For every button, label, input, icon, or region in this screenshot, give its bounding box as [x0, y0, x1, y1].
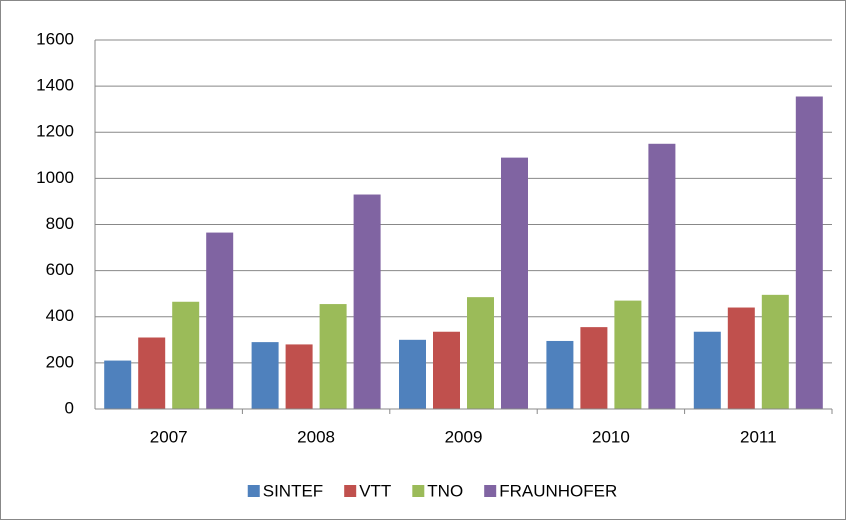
bar	[795, 96, 823, 410]
legend-swatch	[247, 485, 260, 497]
bar	[285, 344, 313, 409]
y-tick-label: 600	[46, 260, 74, 279]
bar	[353, 194, 381, 409]
bar	[399, 339, 426, 409]
bar	[138, 337, 166, 409]
bar	[501, 157, 528, 409]
bar	[546, 340, 574, 409]
x-tick-label: 2009	[445, 427, 483, 446]
legend-label: FRAUNHOFER	[499, 481, 617, 500]
bar	[172, 301, 200, 409]
y-tick-label: 1400	[36, 76, 74, 95]
bar	[614, 300, 642, 409]
bar	[693, 331, 721, 409]
y-tick-label: 1200	[36, 122, 74, 141]
legend-label: VTT	[359, 481, 391, 500]
x-tick-label: 2008	[297, 427, 335, 446]
x-tick-label: 2010	[592, 427, 630, 446]
x-tick-label: 2011	[740, 427, 777, 446]
bar	[580, 327, 608, 409]
bar	[319, 304, 347, 409]
y-tick-label: 1000	[36, 168, 74, 187]
legend-swatch	[412, 485, 425, 497]
y-tick-label: 200	[46, 352, 74, 371]
legend-label: SINTEF	[263, 481, 323, 500]
y-tick-label: 400	[46, 306, 74, 325]
bar	[433, 331, 460, 409]
legend-swatch	[344, 485, 357, 497]
legend-label: TNO	[427, 481, 463, 500]
y-tick-label: 1600	[36, 29, 74, 48]
bar	[251, 342, 279, 409]
y-tick-label: 800	[46, 214, 74, 233]
bar	[104, 360, 132, 409]
bar	[648, 143, 676, 409]
bar	[761, 294, 789, 409]
bar	[727, 307, 755, 409]
bar	[467, 297, 494, 409]
bar	[206, 232, 234, 409]
legend-swatch	[484, 485, 497, 497]
x-tick-label: 2007	[150, 427, 188, 446]
y-tick-label: 0	[65, 398, 74, 417]
